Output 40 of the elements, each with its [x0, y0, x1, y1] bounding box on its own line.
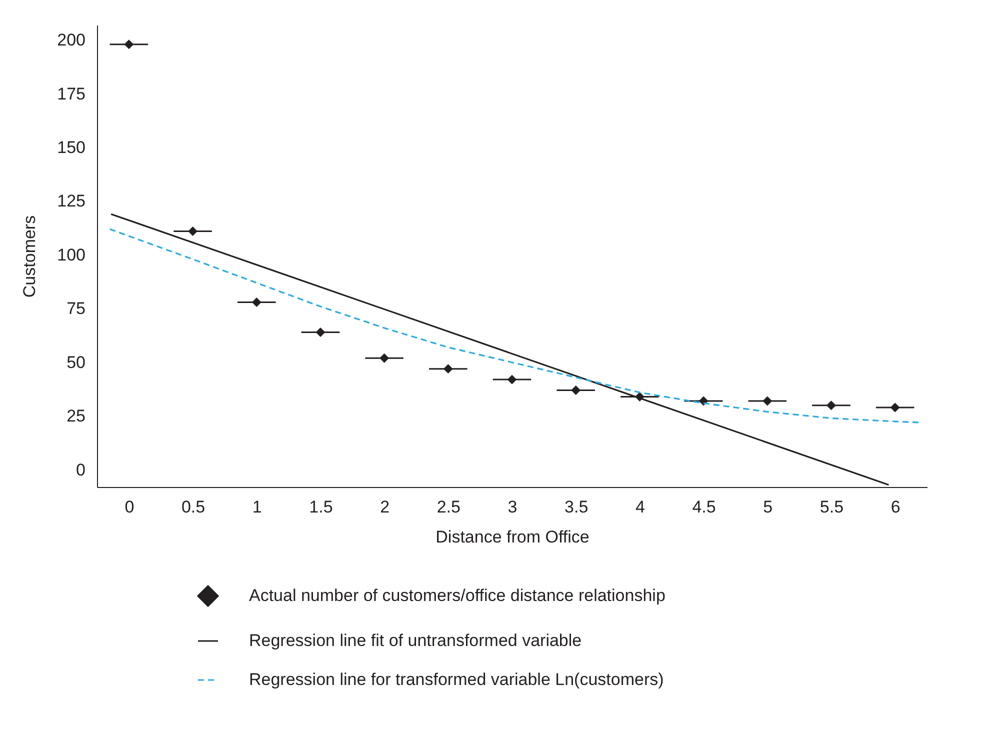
point [252, 297, 262, 307]
legend-label: Actual number of customers/office distance relationship [249, 586, 666, 605]
point [380, 353, 390, 363]
x-tick-label: 4 [635, 498, 645, 516]
x-tick-label: 2.5 [436, 498, 460, 516]
point [316, 328, 326, 338]
x-tick-label: 5 [763, 498, 773, 516]
x-tick-label: 3.5 [564, 498, 588, 516]
x-tick-label: 2 [380, 498, 390, 516]
point [443, 364, 453, 374]
y-tick-label: 0 [76, 460, 86, 480]
point [188, 226, 198, 236]
x-axis-title: Distance from Office [436, 528, 590, 546]
y-tick-label: 200 [57, 30, 86, 50]
line-series [108, 228, 922, 424]
point [698, 396, 708, 406]
x-tick-label: 3 [508, 498, 518, 516]
point [826, 400, 836, 410]
y-tick-label: 50 [66, 352, 86, 372]
y-axis-title: Customers [20, 215, 40, 298]
legend-label: Regression line for transformed variable Ln(customers) [249, 670, 664, 689]
y-tick-label: 75 [66, 299, 86, 318]
x-tick-label: 6 [890, 498, 900, 516]
x-tick-label: 1.5 [309, 498, 333, 516]
x-tick-label: 5.5 [820, 498, 844, 516]
point [507, 374, 517, 384]
y-tick-label: 125 [57, 192, 86, 211]
x-tick-label: 1 [252, 498, 262, 516]
y-tick-label: 100 [57, 245, 86, 264]
point [890, 402, 900, 412]
x-tick-label: 4.5 [692, 498, 716, 516]
point [571, 386, 581, 396]
x-tick-label: 0 [124, 498, 134, 516]
y-tick-label: 150 [57, 138, 86, 157]
point [762, 396, 772, 406]
y-tick-label: 175 [57, 84, 86, 104]
y-tick-label: 25 [66, 406, 86, 426]
legend-label: Regression line fit of untransformed variable [249, 631, 582, 650]
x-tick-label: 0.5 [181, 498, 206, 516]
point [124, 40, 134, 50]
